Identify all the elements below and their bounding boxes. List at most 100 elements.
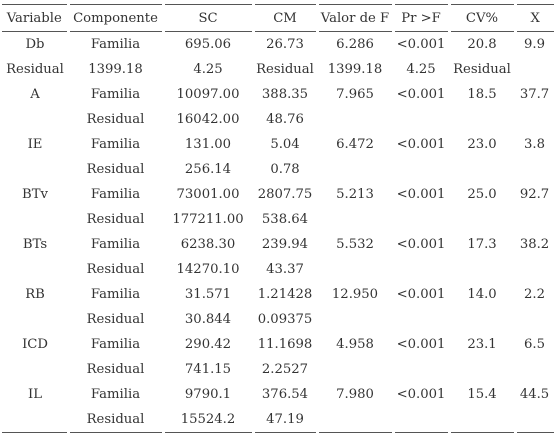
- table-cell-x: 2.2: [524, 287, 545, 302]
- anova-table: Variable Componente SC CM Valor de F Pr …: [2, 4, 554, 433]
- table-cell-variable: BTs: [22, 237, 48, 252]
- table-cell-valor-de-f: 1399.18: [327, 62, 383, 77]
- column-header-sc: SC: [161, 4, 253, 32]
- table-row: Residual 14270.10 43.37: [2, 257, 554, 282]
- table-cell-sc: 31.571: [184, 287, 232, 302]
- table-cell-valor-de-f: [317, 157, 393, 182]
- table-cell-variable: A: [30, 87, 40, 102]
- table-cell-cv: 14.0: [467, 287, 497, 302]
- table-cell-x: 38.2: [519, 237, 550, 252]
- table-cell-x: [515, 107, 554, 132]
- table-cell-valor-de-f: 5.213: [336, 187, 374, 202]
- table-cell-componente: Residual: [86, 362, 145, 377]
- table-cell-x: [515, 57, 554, 82]
- table-cell-cv: [449, 207, 515, 232]
- table-cell-pr-f: [393, 207, 449, 232]
- table-cell-x: [515, 207, 554, 232]
- table-cell-cm: 538.64: [261, 212, 309, 227]
- table-cell-cv: [449, 357, 515, 382]
- table-cell-x: [515, 257, 554, 282]
- table-cell-variable: ICD: [22, 337, 48, 352]
- table-cell-x: [515, 307, 554, 332]
- table-cell-sc: 695.06: [184, 37, 232, 52]
- table-cell-variable: [2, 307, 68, 332]
- table-cell-variable: IE: [27, 137, 43, 152]
- column-header-x: X: [513, 4, 554, 32]
- table-cell-valor-de-f: 6.286: [336, 37, 374, 52]
- table-row: Residual 30.844 0.09375: [2, 307, 554, 332]
- table-cell-componente: Residual: [86, 162, 145, 177]
- table-row: RB Familia 31.571 1.21428 12.950 <0.001 14.0 2.…: [2, 282, 554, 307]
- table-cell-sc: 131.00: [184, 137, 232, 152]
- table-row: IL Familia 9790.1 376.54 7.980 <0.001 15.4 44.5: [2, 382, 554, 407]
- table-row: ICD Familia 290.42 11.1698 4.958 <0.001 23.1 6.…: [2, 332, 554, 357]
- table-cell-x: 6.5: [524, 337, 545, 352]
- table-cell-componente: Familia: [90, 387, 141, 402]
- table-cell-x: 44.5: [519, 387, 550, 402]
- table-cell-x: 37.7: [519, 87, 550, 102]
- column-header-cm: CM: [251, 4, 317, 32]
- table-cell-variable: Residual: [6, 62, 64, 77]
- table-cell-sc: 10097.00: [176, 87, 240, 102]
- table-cell-valor-de-f: 4.958: [336, 337, 374, 352]
- table-cell-componente: Familia: [90, 87, 141, 102]
- table-cell-cm: 5.04: [270, 137, 300, 152]
- table-cell-cv: [447, 407, 515, 433]
- table-cell-valor-de-f: [317, 107, 393, 132]
- table-cell-cm: 43.37: [266, 262, 304, 277]
- table-cell-cv: [449, 307, 515, 332]
- table-cell-x: [513, 407, 554, 433]
- table-cell-cm: 0.78: [270, 162, 300, 177]
- column-header-componente: Componente: [66, 4, 163, 32]
- table-cell-cm: 388.35: [261, 87, 309, 102]
- table-cell-valor-de-f: 6.472: [336, 137, 374, 152]
- table-cell-variable: BTv: [22, 187, 48, 202]
- table-cell-variable: IL: [28, 387, 42, 402]
- table-cell-pr-f: [393, 107, 449, 132]
- table-cell-cm: 2807.75: [257, 187, 313, 202]
- table-cell-variable: [2, 257, 68, 282]
- table-cell-variable: [2, 357, 68, 382]
- table-cell-valor-de-f: [317, 307, 393, 332]
- table-cell-cm: 239.94: [261, 237, 309, 252]
- table-cell-pr-f: [393, 307, 449, 332]
- table-cell-cm: 376.54: [261, 387, 309, 402]
- table-cell-componente: Familia: [90, 337, 141, 352]
- table-row: BTs Familia 6238.30 239.94 5.532 <0.001 17.3 38…: [2, 232, 554, 257]
- table-cell-variable: RB: [25, 287, 45, 302]
- table-cell-componente: Familia: [90, 37, 141, 52]
- table-cell-cv: 18.5: [467, 87, 497, 102]
- table-cell-x: [515, 157, 554, 182]
- table-cell-variable: [2, 107, 68, 132]
- table-cell-valor-de-f: 7.980: [336, 387, 374, 402]
- table-cell-valor-de-f: [317, 357, 393, 382]
- table-cell-cv: 20.8: [467, 37, 497, 52]
- table-cell-pr-f: <0.001: [396, 37, 446, 52]
- table-cell-pr-f: <0.001: [396, 237, 446, 252]
- table-cell-cm: 1.21428: [257, 287, 313, 302]
- table-cell-cv: 23.1: [467, 337, 497, 352]
- table-cell-cv: Residual: [453, 62, 511, 77]
- table-cell-sc: 16042.00: [176, 112, 240, 127]
- table-cell-pr-f: 4.25: [406, 62, 436, 77]
- table-cell-valor-de-f: [315, 407, 393, 433]
- table-cell-variable: [2, 157, 68, 182]
- table-cell-valor-de-f: [317, 207, 393, 232]
- table-cell-sc: 14270.10: [176, 262, 240, 277]
- table-cell-valor-de-f: 5.532: [336, 237, 374, 252]
- table-cell-sc: 290.42: [184, 337, 232, 352]
- table-cell-sc: 6238.30: [180, 237, 236, 252]
- table-header: Variable Componente SC CM Valor de F Pr …: [2, 4, 554, 32]
- table-cell-componente: Residual: [66, 407, 163, 433]
- table-cell-sc: 4.25: [193, 62, 223, 77]
- table-cell-pr-f: <0.001: [396, 137, 446, 152]
- table-cell-componente: Familia: [90, 237, 141, 252]
- table-cell-sc: 177211.00: [172, 212, 244, 227]
- table-cell-variable: [2, 407, 68, 433]
- table-cell-pr-f: [391, 407, 449, 433]
- table-cell-pr-f: [393, 357, 449, 382]
- table-cell-cm: 47.19: [251, 407, 317, 433]
- table-cell-cm: Residual: [256, 62, 314, 77]
- table-cell-componente: Residual: [86, 312, 145, 327]
- table-cell-cm: 11.1698: [257, 337, 313, 352]
